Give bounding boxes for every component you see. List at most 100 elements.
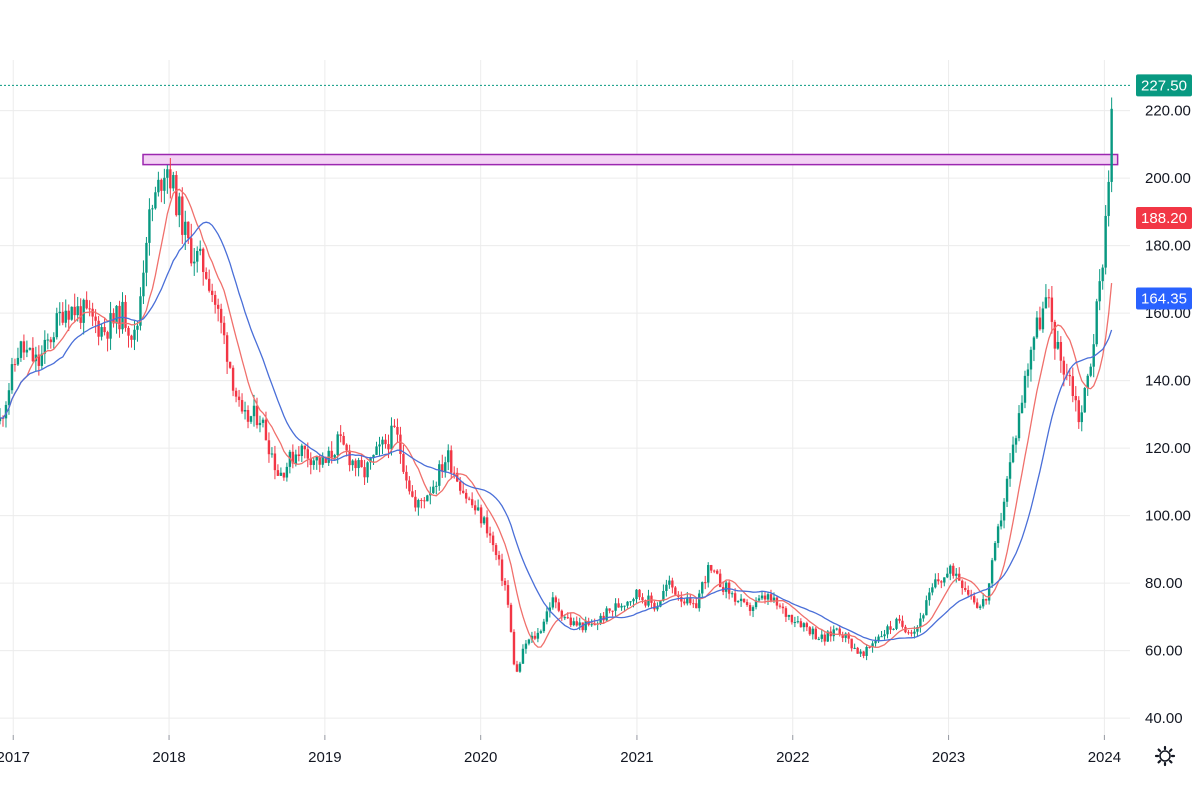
candlesticks [0, 97, 1113, 673]
candle-body [742, 598, 746, 603]
candle-body [689, 597, 692, 604]
candle-body [467, 498, 471, 500]
candle-body [231, 367, 235, 391]
candle-body [133, 329, 136, 340]
candle-body [163, 177, 166, 191]
candle-body [61, 311, 64, 323]
candle-body [593, 624, 596, 626]
candle-body [557, 602, 561, 611]
candle-body [207, 278, 211, 291]
candle-body [715, 570, 719, 574]
candle-body [243, 409, 247, 412]
candle-body [996, 526, 1000, 544]
candle-body [240, 400, 244, 412]
candle-body [718, 573, 722, 588]
candle-body [990, 560, 994, 584]
candle-body [811, 628, 815, 635]
candle-body [4, 404, 8, 419]
candle-body [1107, 181, 1110, 216]
resistance-zone[interactable] [142, 153, 1119, 166]
candle-body [844, 633, 847, 638]
candle-body [817, 638, 820, 640]
candle-body [707, 565, 710, 583]
candle-body [479, 507, 483, 524]
candle-body [166, 169, 169, 178]
candle-body [1077, 400, 1080, 423]
candle-body [877, 636, 880, 641]
candle-body [312, 460, 315, 465]
candle-body [1074, 396, 1077, 401]
candle-body [1017, 413, 1021, 439]
gear-icon[interactable] [1154, 745, 1176, 767]
candle-body [204, 272, 208, 279]
candle-body [981, 599, 985, 607]
candle-body [255, 405, 259, 426]
candle-body [659, 600, 662, 607]
candle-body [533, 635, 537, 639]
candle-body [237, 396, 241, 401]
candle-body [432, 486, 435, 494]
candle-body [524, 643, 528, 649]
candle-body [1092, 344, 1095, 367]
x-tick-label: 2023 [932, 749, 965, 766]
candle-body [1011, 444, 1015, 463]
candle-body [145, 242, 148, 273]
candle-body [25, 349, 29, 353]
candle-body [306, 449, 309, 459]
candle-body [393, 425, 396, 427]
candle-body [333, 454, 336, 458]
candle-body [444, 462, 447, 472]
candle-body [763, 595, 767, 600]
candle-body [733, 593, 737, 602]
candle-body [907, 632, 910, 634]
candle-body [978, 606, 982, 608]
y-tick-label: 60.00 [1145, 643, 1183, 660]
candle-body [441, 464, 444, 472]
candle-body [952, 565, 955, 576]
candle-body [213, 294, 217, 305]
candle-body [913, 631, 916, 634]
candle-body [225, 335, 229, 362]
candle-body [862, 651, 865, 656]
candle-body [961, 580, 964, 588]
candle-body [270, 453, 274, 455]
candle-body [629, 601, 632, 603]
candle-body [617, 603, 620, 608]
candle-body [955, 573, 958, 576]
candle-body [279, 472, 283, 476]
candle-body [611, 610, 614, 612]
candle-body [79, 306, 82, 323]
candle-body [796, 621, 800, 623]
candle-body [458, 481, 462, 491]
resistance-zone-layer [142, 153, 1119, 166]
candle-body [381, 439, 384, 445]
candle-body [184, 221, 187, 235]
candle-body [470, 499, 474, 506]
candle-body [252, 405, 256, 417]
candle-body [178, 196, 181, 216]
candle-body [127, 327, 130, 336]
candle-body [160, 179, 163, 191]
candle-body [399, 434, 402, 454]
candle-body [545, 611, 549, 622]
candle-body [405, 471, 408, 481]
candle-body [1053, 321, 1057, 349]
candle-body [943, 577, 946, 583]
candle-body [1083, 388, 1086, 413]
candle-body [901, 620, 904, 627]
candle-body [865, 646, 868, 656]
candle-body [569, 617, 572, 626]
candle-body [154, 192, 157, 209]
candle-body [572, 621, 575, 626]
candle-body [1023, 375, 1027, 403]
candle-body [37, 354, 41, 366]
candle-body [946, 573, 949, 578]
candle-body [136, 325, 139, 330]
candle-body [638, 589, 641, 598]
candle-body [790, 614, 794, 623]
candle-body [680, 596, 683, 602]
price-badges: 227.50 188.20 164.35 [1136, 74, 1192, 310]
candle-body [267, 440, 271, 455]
candle-body [506, 585, 510, 605]
